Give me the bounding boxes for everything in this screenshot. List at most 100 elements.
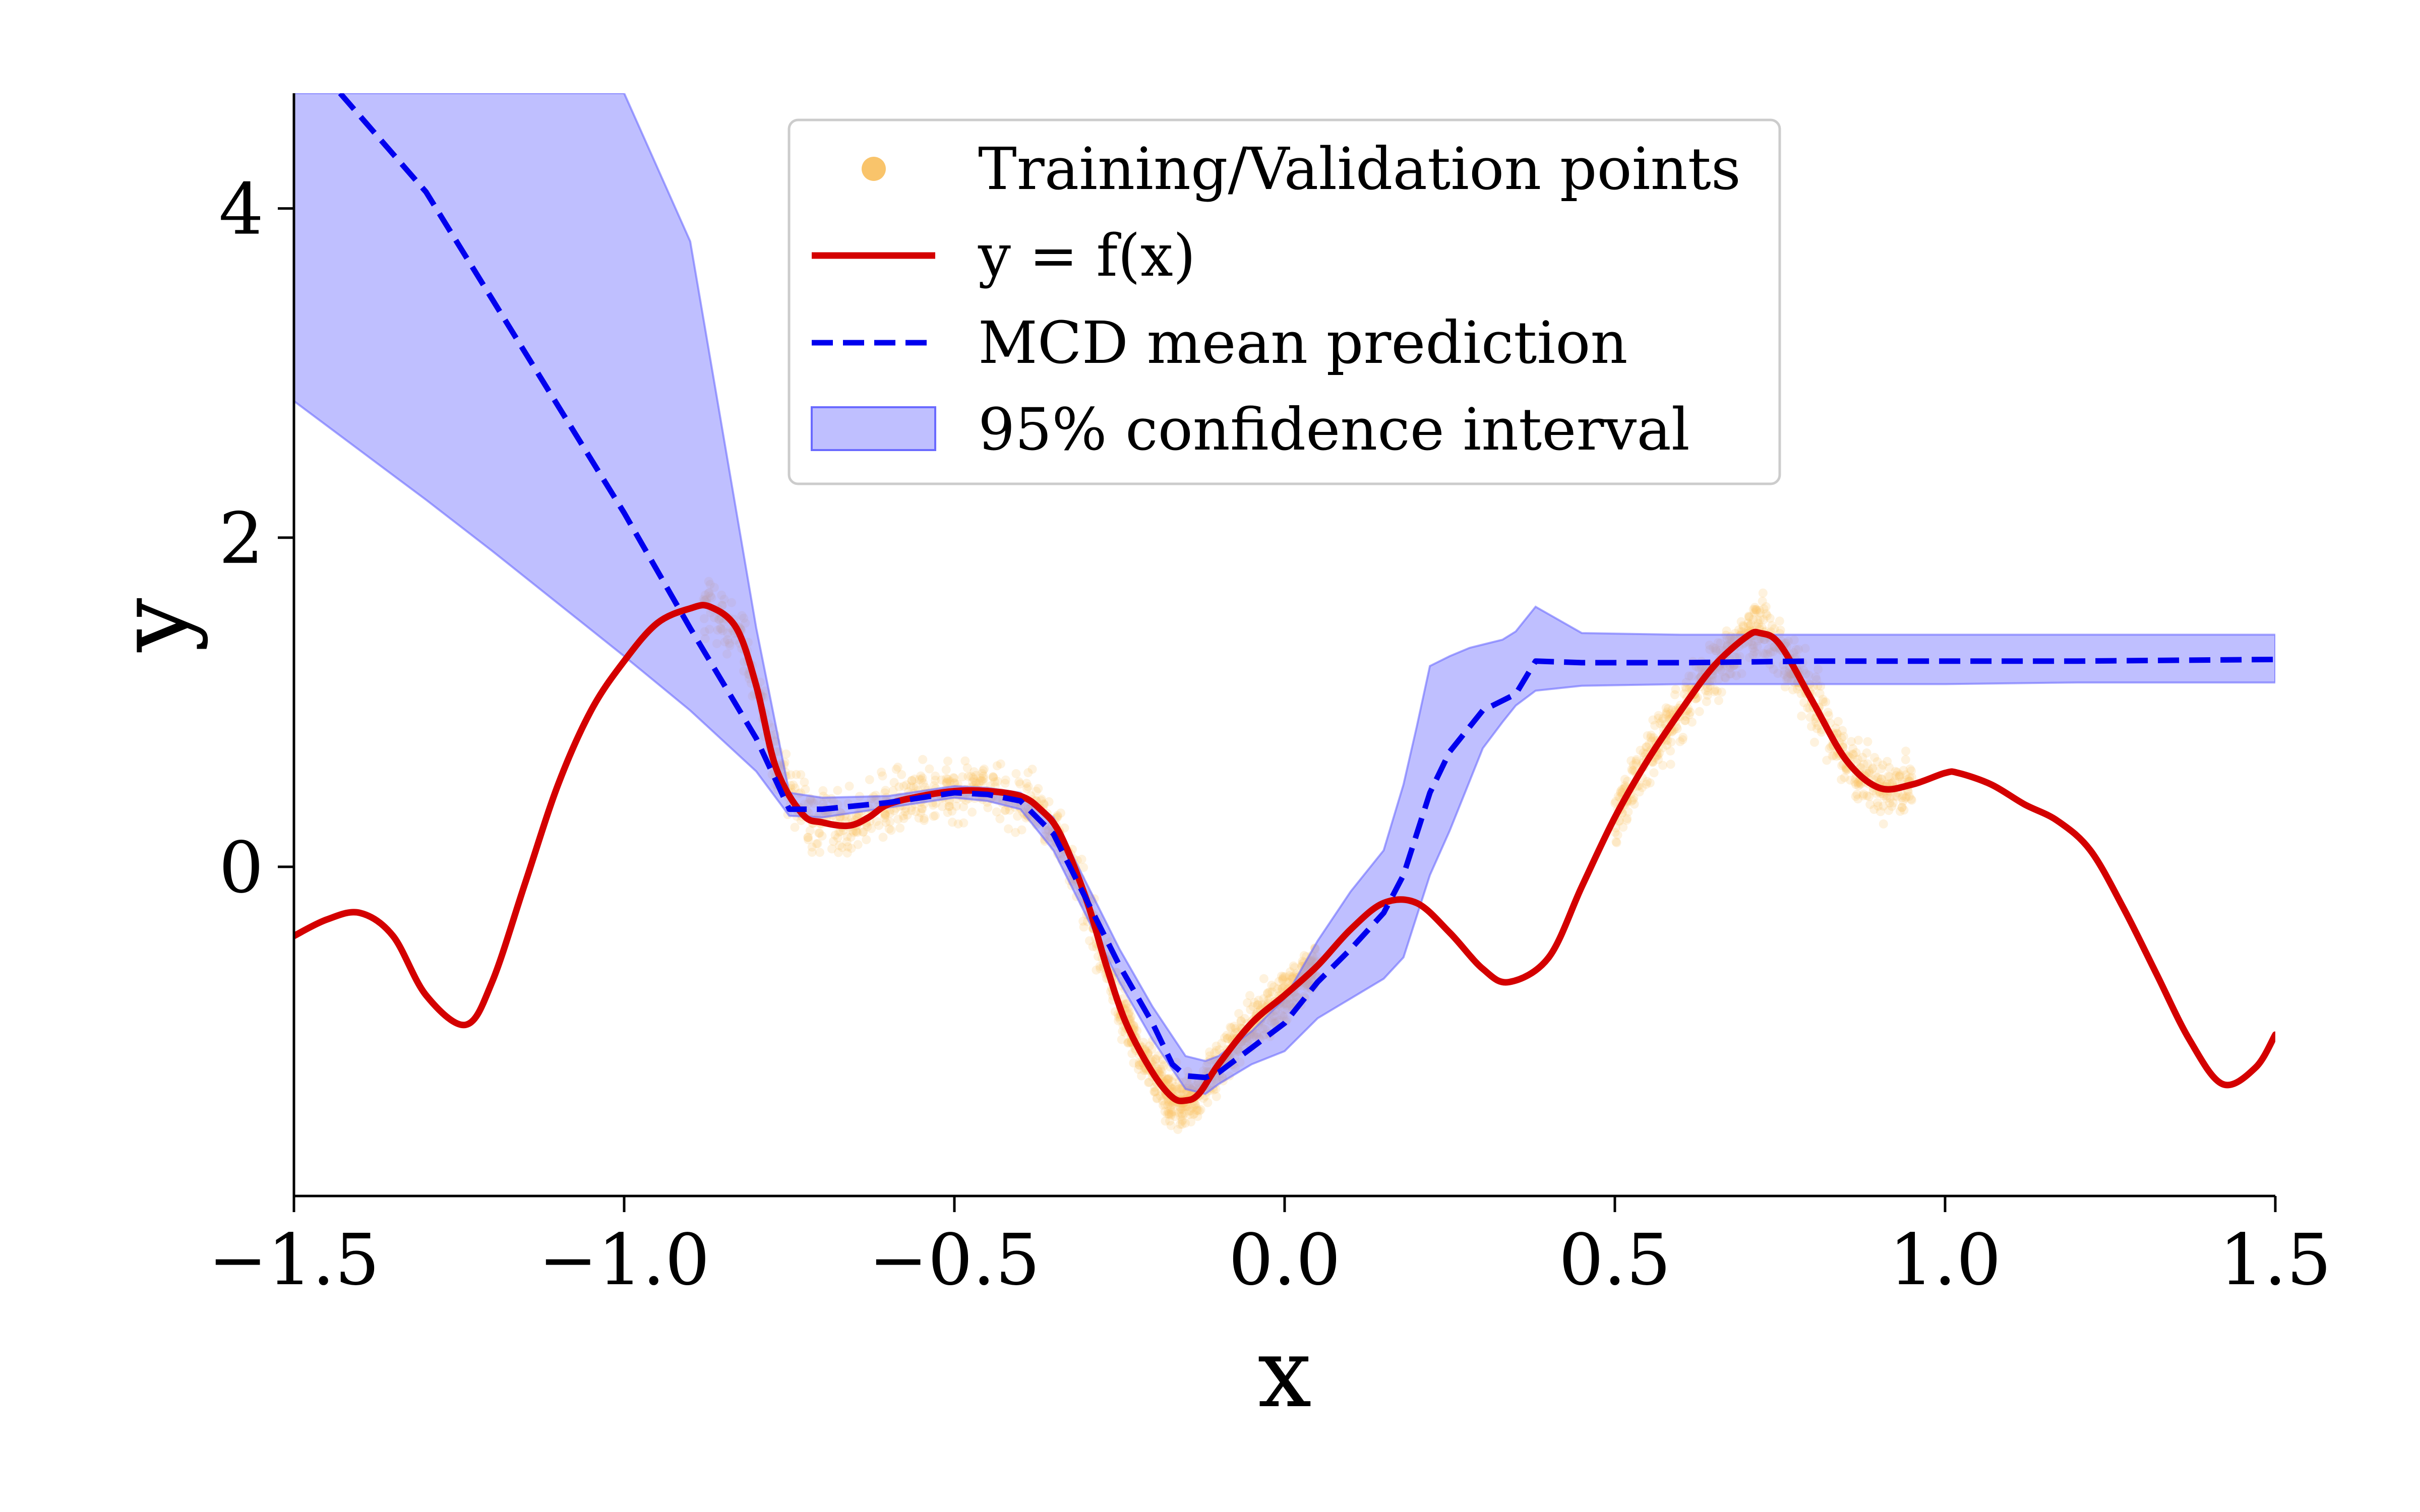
scatter-point: [830, 831, 840, 840]
scatter-point: [1078, 916, 1088, 926]
scatter-point: [971, 777, 981, 787]
scatter-point: [1753, 619, 1763, 628]
scatter-point: [1891, 791, 1900, 801]
scatter-point: [1864, 766, 1874, 776]
scatter-point: [1278, 983, 1287, 993]
scatter-point: [1834, 717, 1843, 726]
scatter-point: [801, 785, 810, 794]
scatter-point: [1243, 998, 1252, 1007]
scatter-point: [1177, 1117, 1187, 1126]
scatter-point: [1864, 768, 1874, 778]
scatter-point: [1863, 737, 1872, 746]
scatter-point: [1824, 711, 1834, 720]
scatter-point: [1265, 987, 1275, 997]
scatter-point: [1825, 744, 1834, 753]
scatter-point: [889, 806, 899, 815]
scatter-point: [915, 775, 924, 784]
scatter-point: [1285, 971, 1294, 980]
scatter-point: [1169, 1107, 1178, 1116]
scatter-point: [1837, 733, 1846, 743]
scatter-point: [1907, 795, 1916, 805]
scatter-point: [804, 835, 813, 845]
scatter-point: [1818, 695, 1828, 704]
scatter-point: [942, 778, 951, 788]
scatter-point: [1871, 771, 1881, 781]
scatter-point: [1905, 773, 1914, 783]
scatter-point: [844, 781, 854, 791]
scatter-point: [834, 848, 843, 857]
scatter-point: [1685, 708, 1695, 717]
scatter-point: [993, 777, 1002, 786]
scatter-point: [1172, 1085, 1182, 1094]
scatter-point: [1752, 607, 1761, 616]
scatter-point: [1877, 775, 1886, 784]
scatter-point: [995, 814, 1005, 824]
scatter-point: [858, 828, 868, 837]
scatter-point: [894, 782, 904, 792]
scatter-point: [960, 756, 970, 766]
scatter-point: [912, 782, 921, 792]
scatter-point: [1746, 619, 1756, 629]
scatter-point: [951, 801, 961, 811]
scatter-point: [1189, 1109, 1199, 1119]
scatter-point: [1864, 792, 1874, 801]
scatter-point: [800, 777, 809, 787]
scatter-point: [1182, 1102, 1191, 1111]
scatter-point: [1134, 1060, 1144, 1070]
scatter-point: [1184, 1106, 1194, 1116]
scatter-point: [1658, 761, 1668, 770]
scatter-point: [1907, 766, 1916, 776]
scatter-point: [1196, 1105, 1205, 1114]
scatter-point: [1898, 791, 1908, 800]
scatter-point: [1878, 761, 1888, 770]
scatter-point: [972, 779, 981, 788]
scatter-point: [1215, 1045, 1224, 1054]
scatter-point: [790, 783, 800, 793]
x-tick-label: −1.5: [208, 1219, 380, 1301]
scatter-point: [1095, 962, 1105, 971]
scatter-point: [1122, 999, 1131, 1009]
scatter-point: [1278, 975, 1287, 984]
scatter-point: [1865, 800, 1875, 809]
scatter-point: [937, 802, 947, 811]
scatter-point: [817, 831, 827, 841]
scatter-point: [1144, 1041, 1154, 1051]
scatter-point: [1819, 697, 1828, 707]
scatter-point: [1879, 801, 1888, 811]
scatter-point: [1877, 764, 1886, 774]
scatter-point: [1879, 791, 1889, 801]
scatter-point: [1631, 757, 1641, 766]
scatter-point: [1907, 773, 1917, 782]
scatter-point: [1892, 792, 1902, 801]
scatter-point: [968, 777, 978, 787]
scatter-point: [930, 811, 940, 821]
scatter-point: [1776, 625, 1785, 635]
scatter-point: [1150, 1087, 1159, 1096]
scatter-point: [1793, 684, 1802, 694]
scatter-point: [859, 827, 868, 837]
scatter-point: [1166, 1102, 1176, 1111]
scatter-point: [1710, 687, 1719, 697]
scatter-point: [1684, 710, 1694, 720]
scatter-point: [1662, 740, 1672, 750]
scatter-point: [1645, 778, 1655, 788]
scatter-point: [1132, 1026, 1142, 1036]
scatter-point: [1610, 798, 1620, 808]
scatter-point: [1810, 737, 1819, 747]
scatter-point: [1687, 717, 1697, 727]
scatter-point: [918, 773, 927, 783]
scatter-point: [1678, 735, 1687, 744]
scatter-point: [1775, 616, 1784, 626]
scatter-point: [1885, 779, 1895, 788]
scatter-point: [1650, 721, 1660, 730]
scatter-point: [1822, 755, 1832, 765]
scatter-point: [1159, 1061, 1169, 1070]
scatter-point: [1647, 736, 1657, 746]
scatter-point: [1704, 686, 1713, 696]
scatter-point: [1879, 819, 1888, 829]
scatter-point: [1153, 1093, 1162, 1103]
scatter-point: [1788, 685, 1798, 695]
scatter-point: [1290, 963, 1299, 972]
scatter-point: [1230, 1022, 1239, 1031]
scatter-point: [1901, 755, 1910, 765]
